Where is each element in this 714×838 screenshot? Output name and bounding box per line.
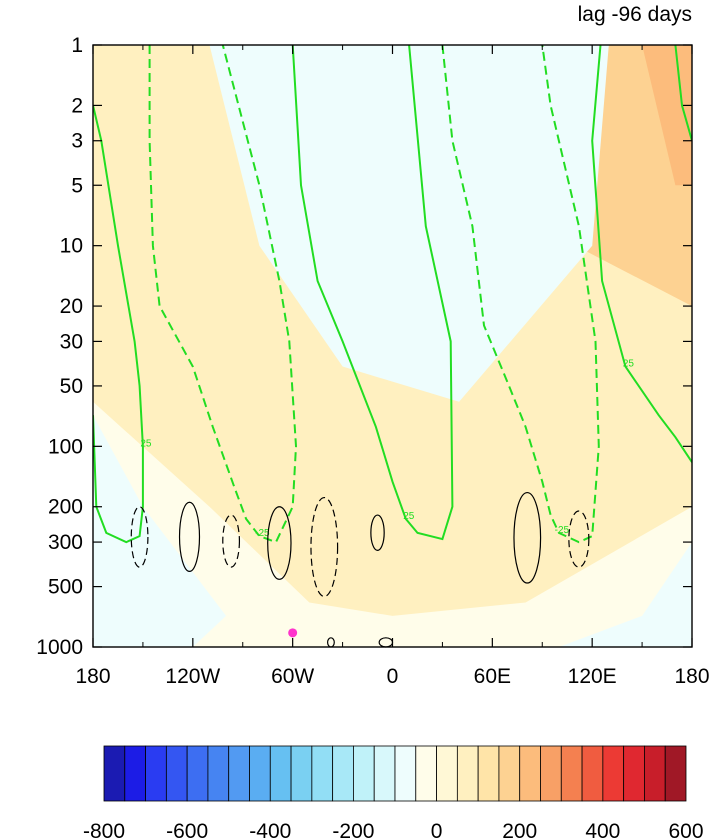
colorbar-label: 200 <box>502 820 537 838</box>
y-tick-label: 100 <box>48 435 83 458</box>
shaded-field <box>93 45 692 647</box>
field-region-8 <box>93 415 227 647</box>
colorbar-label: -200 <box>332 820 374 838</box>
black-contours <box>130 491 590 648</box>
green-contour-0 <box>93 105 144 544</box>
colorbar-box <box>498 745 521 802</box>
green-contour-3 <box>441 45 600 544</box>
colorbar-box <box>311 745 334 802</box>
x-tick-label: 0 <box>387 665 399 688</box>
y-tick-label: 30 <box>60 330 83 353</box>
black-contour-3 <box>267 506 292 580</box>
y-tick-label: 10 <box>60 235 83 258</box>
colorbar-box <box>477 745 500 802</box>
colorbar-box <box>186 745 209 802</box>
colorbar-label: 0 <box>431 820 443 838</box>
colorbar-box <box>353 745 375 802</box>
colorbar-box <box>332 745 354 802</box>
y-axis: 1 2 3 5 10 20 30 50 100 200 300 500 1000 <box>36 34 692 659</box>
x-tick-label: 180 <box>75 665 110 688</box>
y-tick-label: 200 <box>48 496 83 519</box>
colorbar-box <box>664 745 687 802</box>
black-contour-7 <box>568 510 590 568</box>
colorbar-box <box>644 745 666 802</box>
black-contour-2 <box>222 514 241 568</box>
colorbar-box <box>269 745 292 802</box>
colorbar-box <box>540 745 562 802</box>
x-axis: 180 120W 60W 0 60E 120E 180 <box>75 45 710 688</box>
colorbar-label: -600 <box>166 820 208 838</box>
field-region-9 <box>558 542 692 647</box>
colorbar-box <box>415 745 437 802</box>
colorbar-box <box>145 745 167 802</box>
y-tick-label: 1 <box>71 34 83 57</box>
colorbar-label: -400 <box>249 820 291 838</box>
y-tick-label: 1000 <box>36 636 83 659</box>
colorbar-label: 600 <box>668 820 703 838</box>
black-contour-4 <box>310 496 339 598</box>
green-contour-1 <box>148 45 298 544</box>
chart-title: lag -96 days <box>578 3 692 26</box>
colorbar-box <box>290 745 313 802</box>
y-tick-label: 500 <box>48 576 83 599</box>
colorbar-box <box>436 745 458 802</box>
green-contour-2 <box>291 45 454 541</box>
y-tick-label: 5 <box>71 174 83 197</box>
black-contour-0 <box>130 506 149 568</box>
colorbar-box <box>103 745 126 802</box>
y-tick-label: 20 <box>60 295 83 318</box>
field-region-7 <box>209 45 609 402</box>
x-tick-label: 60W <box>271 665 314 688</box>
colorbar-box <box>623 745 645 802</box>
y-tick-label: 300 <box>48 531 83 554</box>
black-contour-6 <box>513 491 542 584</box>
field-region-2 <box>93 45 692 616</box>
x-tick-label: 120E <box>568 665 617 688</box>
green-contours: 25 -25 25 -25 25 <box>93 45 692 544</box>
marker-layer <box>288 628 298 638</box>
y-tick-label: 3 <box>71 130 83 153</box>
colorbar-box <box>124 745 146 802</box>
colorbar: -800-600-400-2000200400600800 <box>83 745 704 838</box>
black-contour-5 <box>370 514 385 551</box>
colorbar-box <box>373 745 396 802</box>
colorbar-box <box>249 745 271 802</box>
green-contour-5 <box>674 45 692 141</box>
green-contour-label-4: 25 <box>623 358 635 369</box>
colorbar-box <box>394 745 417 802</box>
colorbar-box <box>581 745 604 802</box>
green-contour-label-3: -25 <box>555 525 570 536</box>
location-marker <box>288 628 298 638</box>
green-contour-label-2: 25 <box>403 511 415 522</box>
colorbar-label: 400 <box>585 820 620 838</box>
green-contour-label-1: -25 <box>255 528 270 539</box>
colorbar-box <box>519 745 541 802</box>
x-tick-label: 180 <box>674 665 709 688</box>
colorbar-box <box>228 745 250 802</box>
colorbar-box <box>560 745 583 802</box>
y-tick-label: 2 <box>71 94 83 117</box>
green-contour-label-0: 25 <box>140 438 152 449</box>
colorbar-label: -800 <box>83 820 125 838</box>
colorbar-box <box>207 745 230 802</box>
colorbar-box <box>165 745 188 802</box>
colorbar-box <box>602 745 625 802</box>
x-tick-label: 120W <box>165 665 220 688</box>
black-contour-1 <box>178 501 201 572</box>
x-tick-label: 60E <box>474 665 511 688</box>
green-contour-4 <box>591 45 692 463</box>
colorbar-box <box>456 745 479 802</box>
y-tick-label: 50 <box>60 375 83 398</box>
